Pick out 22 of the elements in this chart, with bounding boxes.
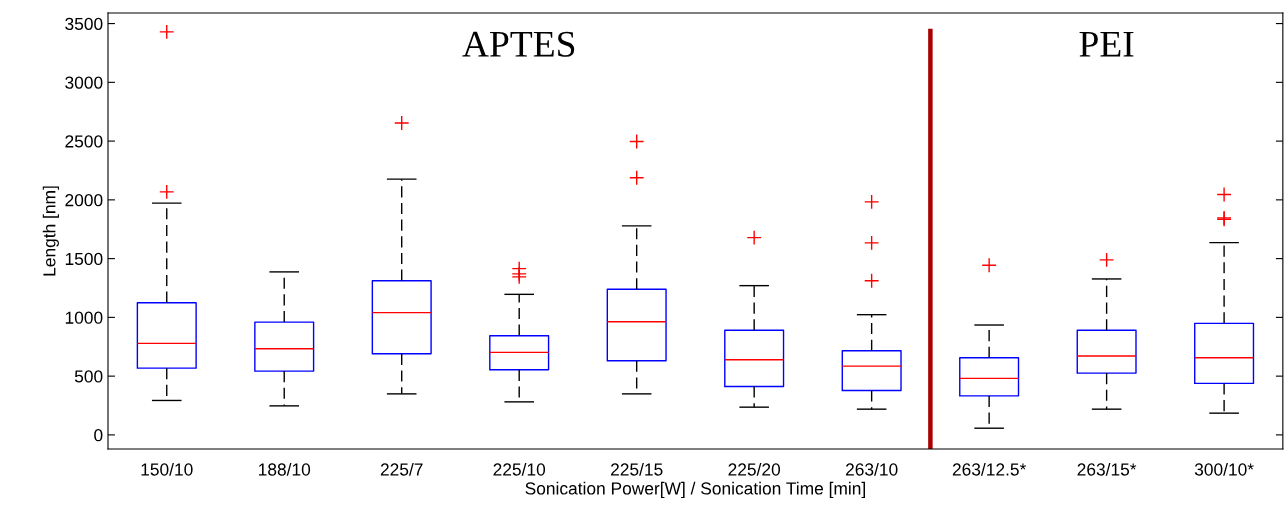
- annotation: APTES: [462, 31, 575, 57]
- y-tick-label: 500: [74, 370, 103, 383]
- x-tick-label: 150/10: [141, 462, 193, 476]
- y-tick-label: 1000: [65, 311, 103, 324]
- annotation: PEI: [1079, 31, 1134, 57]
- y-tick-label: 0: [94, 429, 103, 442]
- x-tick-label: 225/20: [728, 462, 781, 476]
- y-tick-label: 3500: [65, 17, 103, 31]
- x-tick-label: 225/15: [611, 462, 663, 476]
- x-tick-label: 263/15*: [1077, 462, 1137, 476]
- x-tick-label: 225/7: [380, 462, 423, 476]
- x-tick-label: 300/10*: [1194, 462, 1254, 476]
- x-tick-label: 263/12.5*: [952, 462, 1027, 476]
- x-axis-title: Sonication Power[W] / Sonication Time [min]: [525, 481, 865, 499]
- x-tick-label: 225/10: [493, 462, 546, 476]
- x-tick-label: 263/10: [845, 462, 898, 476]
- y-tick-label: 2500: [65, 135, 103, 148]
- x-tick-label: 188/10: [259, 462, 311, 476]
- y-axis-title: Length [nm]: [42, 186, 59, 276]
- y-tick-label: 1500: [65, 252, 103, 266]
- y-tick-label: 3000: [65, 76, 103, 89]
- y-tick-label: 2000: [65, 194, 103, 207]
